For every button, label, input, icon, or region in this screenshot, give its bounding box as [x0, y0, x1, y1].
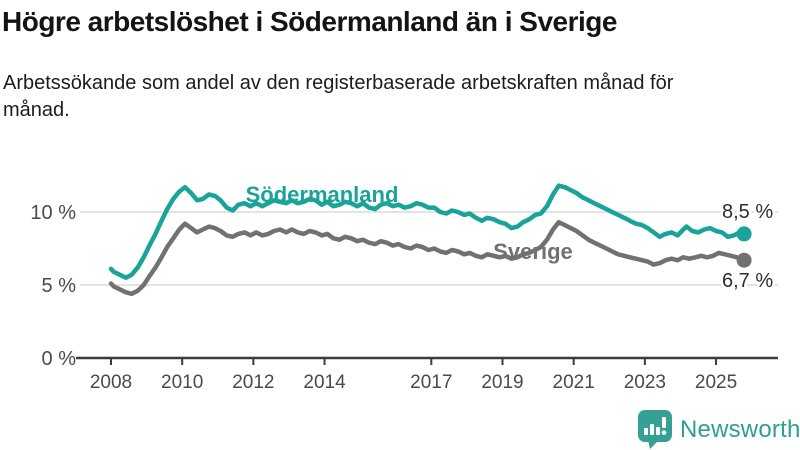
y-axis-label: 5 % — [42, 275, 77, 297]
x-axis-label: 2010 — [161, 372, 203, 393]
end-dot-sodermanland — [736, 226, 752, 242]
x-axis-label: 2019 — [481, 372, 523, 393]
chart-title: Högre arbetslöshet i Södermanland än i S… — [2, 6, 617, 37]
end-dot-sverige — [736, 252, 752, 268]
x-axis-label: 2023 — [624, 372, 666, 393]
x-axis-label: 2012 — [232, 372, 274, 393]
y-axis-label: 10 % — [30, 202, 76, 224]
end-value-label-sverige: 6,7 % — [722, 270, 773, 292]
series-line-sodermanland — [108, 183, 747, 280]
series-label-sverige: Sverige — [493, 239, 573, 264]
x-axis-label: 2021 — [553, 372, 595, 393]
x-axis-label: 2025 — [695, 372, 737, 393]
newsworthy-wordmark: Newsworthy — [680, 416, 800, 443]
newsworthy-logo-icon — [638, 410, 672, 449]
x-axis-label: 2017 — [410, 372, 452, 393]
end-value-label-sodermanland: 8,5 % — [722, 201, 773, 223]
y-axis-label: 0 % — [42, 348, 77, 370]
chart-subtitle: Arbetssökande som andel av den registerb… — [3, 72, 674, 121]
x-axis-label: 2014 — [303, 372, 346, 393]
newsworthy-logo[interactable]: Newsworthy — [638, 410, 800, 450]
series-line-sverige — [108, 219, 747, 297]
x-axis-label: 2008 — [90, 372, 132, 393]
series-label-sodermanland: Södermanland — [246, 182, 399, 207]
